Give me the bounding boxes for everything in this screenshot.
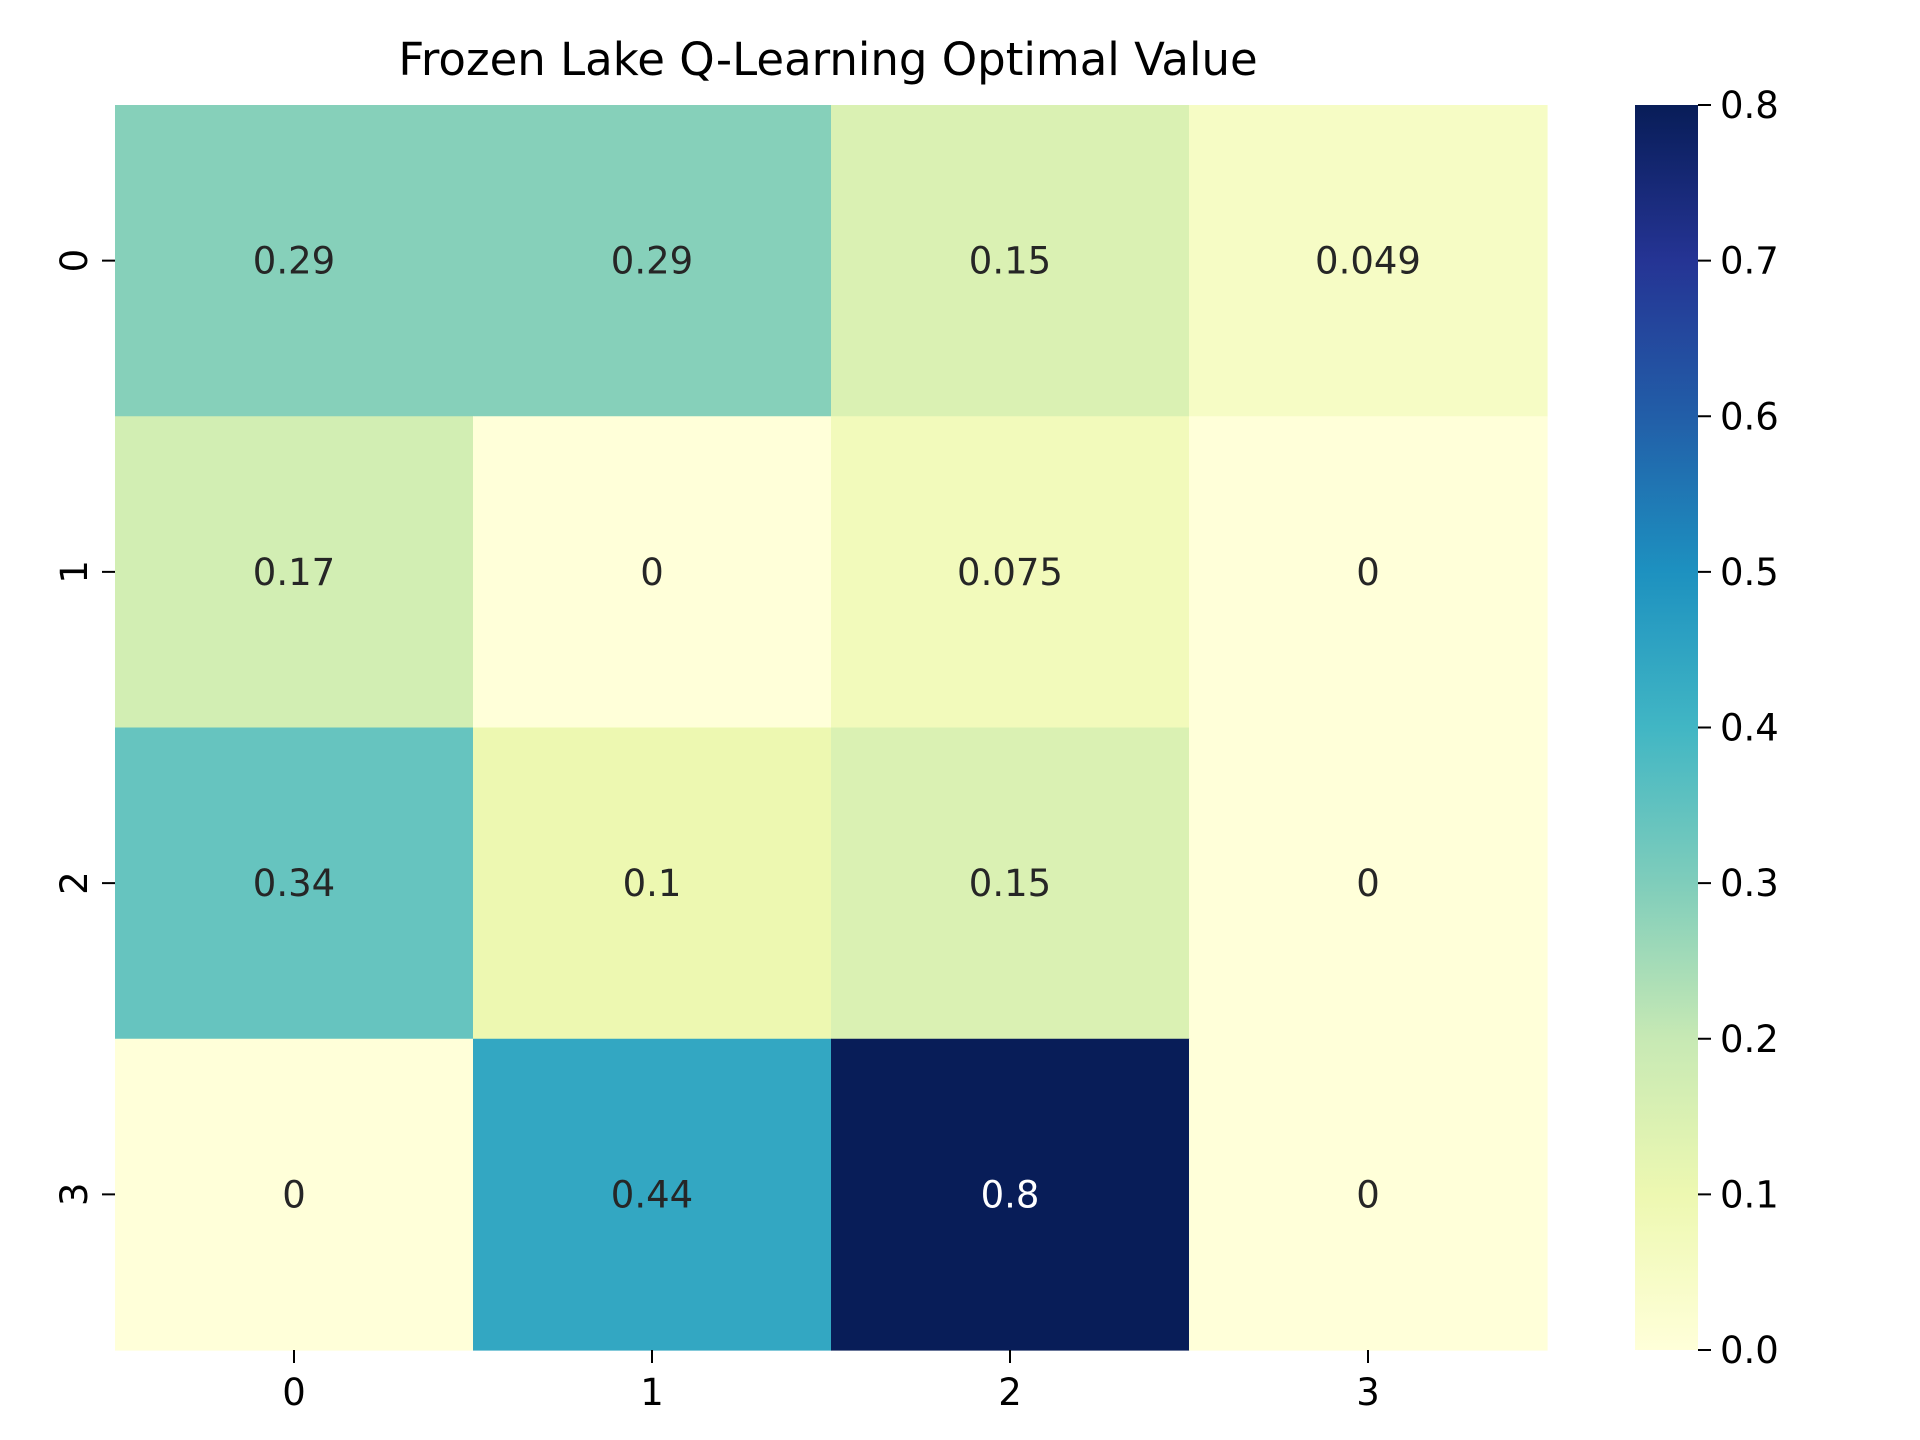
cell-label-r1-c2: 0.075 xyxy=(957,551,1063,594)
colorbar-tick-label-8: 0.8 xyxy=(1720,84,1779,127)
heatmap-cell-r0-c3 xyxy=(1189,105,1548,417)
cell-label-r1-c0: 0.17 xyxy=(253,551,335,594)
colorbar-tick-label-5: 0.5 xyxy=(1720,551,1779,594)
cell-label-r2-c0: 0.34 xyxy=(253,862,335,905)
heatmap-cell-r0-c2 xyxy=(831,105,1190,417)
colorbar-tick-label-6: 0.6 xyxy=(1720,395,1779,438)
cell-label-r3-c2: 0.8 xyxy=(981,1173,1040,1216)
cell-label-r3-c1: 0.44 xyxy=(611,1173,693,1216)
x-tick-label-1: 1 xyxy=(640,1371,664,1414)
heatmap-cell-r1-c3 xyxy=(1189,416,1548,729)
colorbar xyxy=(1635,105,1698,1350)
cell-label-r2-c2: 0.15 xyxy=(969,862,1051,905)
cell-label-r1-c3: 0 xyxy=(1356,551,1380,594)
colorbar-tick-label-2: 0.2 xyxy=(1720,1018,1779,1061)
heatmap-cell-r3-c0 xyxy=(115,1038,474,1351)
x-tick-label-0: 0 xyxy=(282,1371,306,1414)
heatmap-cell-r1-c0 xyxy=(115,416,474,729)
heatmap-cell-r3-c3 xyxy=(1189,1038,1548,1351)
x-tick-label-3: 3 xyxy=(1356,1371,1380,1414)
heatmap-cells xyxy=(115,105,1548,1351)
heatmap-cell-labels: 0.29 0.29 0.15 0.049 0.17 0 0.075 0 0.34 0.1 0.15 0… xyxy=(253,240,1421,1217)
cell-label-r1-c1: 0 xyxy=(640,551,664,594)
cell-label-r0-c2: 0.15 xyxy=(969,240,1051,283)
x-tick-label-2: 2 xyxy=(998,1371,1022,1414)
y-tick-label-3: 3 xyxy=(53,1183,96,1207)
heatmap-cell-r1-c2 xyxy=(831,416,1190,729)
heatmap-cell-r2-c2 xyxy=(831,727,1190,1040)
heatmap-cell-r1-c1 xyxy=(473,416,832,729)
cell-label-r0-c3: 0.049 xyxy=(1315,240,1421,283)
cell-label-r0-c1: 0.29 xyxy=(611,240,693,283)
heatmap-cell-r2-c0 xyxy=(115,727,474,1040)
cell-label-r3-c3: 0 xyxy=(1356,1173,1380,1216)
colorbar-tick-label-3: 0.3 xyxy=(1720,862,1779,905)
heatmap-cell-r2-c1 xyxy=(473,727,832,1040)
cell-label-r2-c3: 0 xyxy=(1356,862,1380,905)
colorbar-tick-label-7: 0.7 xyxy=(1720,240,1779,283)
heatmap-cell-r3-c2 xyxy=(831,1038,1190,1351)
cell-label-r3-c0: 0 xyxy=(282,1173,306,1216)
cell-label-r0-c0: 0.29 xyxy=(253,240,335,283)
heatmap-cell-r2-c3 xyxy=(1189,727,1548,1040)
heatmap-cell-r0-c1 xyxy=(473,105,832,417)
heatmap-cell-r0-c0 xyxy=(115,105,474,417)
colorbar-tick-label-1: 0.1 xyxy=(1720,1173,1779,1216)
y-axis: 0 1 2 3 xyxy=(53,249,115,1206)
colorbar-axis: 0.0 0.1 0.2 0.3 0.4 0.5 0.6 0.7 0.8 xyxy=(1698,84,1779,1372)
x-axis: 0 1 2 3 xyxy=(282,1350,1380,1414)
y-tick-label-2: 2 xyxy=(53,871,96,895)
y-tick-label-1: 1 xyxy=(53,560,96,584)
heatmap-cell-r3-c1 xyxy=(473,1038,832,1351)
y-tick-label-0: 0 xyxy=(53,249,96,273)
colorbar-tick-label-4: 0.4 xyxy=(1720,707,1779,750)
chart-title: Frozen Lake Q-Learning Optimal Value xyxy=(398,33,1257,86)
cell-label-r2-c1: 0.1 xyxy=(623,862,682,905)
colorbar-tick-label-0: 0.0 xyxy=(1720,1329,1779,1372)
